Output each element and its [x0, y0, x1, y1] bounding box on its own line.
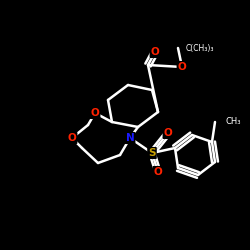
Text: O: O	[154, 167, 162, 177]
Text: S: S	[148, 148, 156, 158]
Text: O: O	[90, 108, 100, 118]
Text: C(CH₃)₃: C(CH₃)₃	[186, 44, 214, 52]
Text: CH₃: CH₃	[225, 118, 240, 126]
Text: O: O	[150, 47, 160, 57]
Text: O: O	[164, 128, 172, 138]
Text: O: O	[68, 133, 76, 143]
Text: O: O	[178, 62, 186, 72]
Text: N: N	[126, 133, 134, 143]
